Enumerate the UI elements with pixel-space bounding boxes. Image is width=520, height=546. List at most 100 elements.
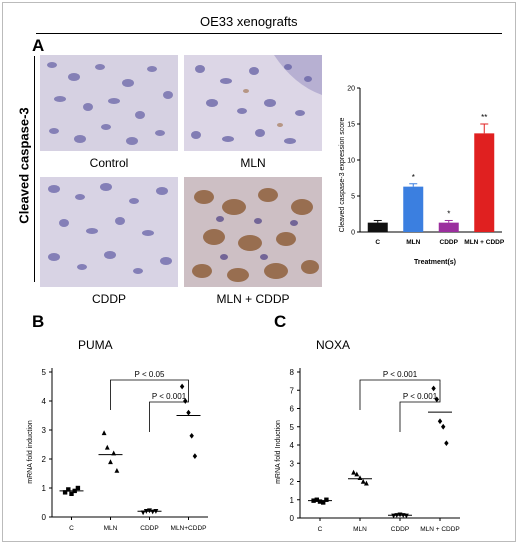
chart-c-point (317, 499, 323, 504)
chart-b-ytick-label: 0 (42, 513, 47, 522)
micrograph-cddp-cells (48, 183, 172, 274)
chart-a-ytick-label: 5 (351, 194, 355, 201)
chart-b-ylabel: mRNA fold induction (27, 420, 34, 484)
chart-c-comparison-label: P < 0.001 (383, 370, 418, 379)
chart-c-point (324, 497, 329, 502)
chart-b-point (108, 459, 113, 465)
chart-a-bar-1 (403, 186, 424, 232)
chart-c-ytick-label: 7 (290, 386, 295, 395)
chart-a-bar-0 (367, 222, 388, 232)
chart-b-point (66, 487, 71, 492)
chart-c-point (444, 440, 449, 447)
chart-c-point (321, 500, 326, 505)
chart-c-ytick-label: 4 (290, 441, 295, 450)
chart-c-point (354, 471, 360, 477)
chart-c-comparison-label: P < 0.001 (403, 392, 438, 401)
micrograph-mln-cddp (184, 177, 322, 287)
micrograph-control-cells (47, 62, 173, 145)
chart-b-ytick-label: 2 (42, 455, 47, 464)
chart-a-ytick-label: 0 (351, 230, 355, 237)
chart-b-ytick-label: 3 (42, 426, 47, 435)
chart-b-point (69, 491, 74, 496)
chart-b-point (104, 444, 110, 450)
chart-a-ytick-label: 20 (347, 86, 355, 93)
chart-c-point (314, 497, 319, 502)
chart-c-ytick-label: 5 (290, 423, 295, 432)
caption-mln-cddp: MLN + CDDP (216, 292, 290, 306)
chart-b-comparison-label: P < 0.001 (152, 392, 187, 401)
caption-mln: MLN (240, 156, 266, 170)
panel-a-label: A (32, 36, 45, 55)
chart-a-significance: * (412, 173, 415, 182)
chart-b-point (62, 490, 68, 495)
chart-c-noxa: mRNA fold Induction 0 1 2 3 4 5 6 7 8 C MLN CDDP MLN… (275, 368, 460, 533)
title-rule (36, 33, 502, 34)
chart-b-comparison-bracket (149, 380, 189, 432)
chart-c-ylabel: mRNA fold Induction (275, 420, 282, 484)
chart-b-category-label: MLN+CDDP (171, 525, 207, 532)
caption-control: Control (89, 156, 129, 170)
chart-c-ytick-label: 3 (290, 459, 295, 468)
panel-b-title: PUMA (78, 338, 113, 352)
chart-c-category-label: MLN (353, 526, 367, 533)
chart-a-category-label: MLN + CDDP (464, 239, 505, 246)
chart-c-comparison-bracket (399, 382, 441, 432)
chart-c-comparison-bracket (359, 379, 441, 410)
micrograph-control (40, 55, 178, 151)
caption-cddp: CDDP (91, 292, 126, 306)
chart-b-point (75, 485, 81, 491)
chart-a-category-label: CDDP (440, 239, 459, 246)
chart-c-ytick-label: 0 (290, 514, 295, 523)
chart-b-comparison-label: P < 0.05 (135, 370, 165, 379)
chart-c-ytick-label: 6 (290, 405, 295, 414)
chart-c-category-label: MLN + CDDP (420, 526, 460, 533)
chart-c-ytick-label: 1 (290, 496, 295, 505)
chart-a-bar-2 (438, 222, 459, 232)
micrograph-cddp (40, 177, 178, 287)
panel-b-label: B (32, 312, 45, 331)
chart-c-category-label: CDDP (391, 526, 409, 533)
chart-a-significance: ** (481, 113, 487, 122)
panel-c-title: NOXA (316, 338, 351, 352)
chart-a-bar-3 (474, 133, 495, 232)
chart-c-category-label: C (318, 526, 323, 533)
chart-a-cleaved-caspase: Cleaved caspase-3 expression score Treat… (339, 86, 505, 267)
chart-b-point (189, 432, 194, 439)
chart-c-point (431, 385, 436, 392)
micrograph-mln-cells (191, 55, 322, 144)
chart-b-point (186, 409, 191, 416)
chart-b-ytick-label: 5 (42, 368, 47, 377)
chart-a-ytick-label: 15 (347, 122, 355, 129)
micrograph-mln-cddp-cells (192, 188, 319, 282)
chart-b-ytick-label: 4 (42, 397, 47, 406)
chart-c-point (437, 418, 443, 425)
chart-b-point (179, 383, 185, 390)
figure-title: OE33 xenografts (200, 14, 298, 29)
panel-c-label: C (274, 312, 287, 331)
chart-b-comparison-bracket (110, 379, 189, 410)
chart-c-point (441, 423, 446, 430)
chart-a-category-label: MLN (406, 239, 420, 246)
chart-a-category-label: C (375, 239, 380, 246)
chart-a-significance: * (447, 209, 450, 218)
chart-b-puma: mRNA fold induction 0 1 2 3 4 5 C MLN CDDP MLN+CD… (27, 368, 208, 532)
chart-c-point (351, 469, 357, 475)
row-label-rule (34, 56, 35, 282)
chart-c-point (434, 396, 439, 403)
chart-a-ytick-label: 10 (347, 158, 355, 165)
chart-b-point (183, 398, 188, 404)
chart-c-ytick-label: 2 (290, 478, 295, 487)
chart-b-category-label: CDDP (140, 525, 158, 532)
micrograph-mln (184, 55, 322, 151)
chart-b-ytick-label: 1 (42, 484, 47, 493)
chart-b-category-label: MLN (104, 525, 118, 532)
chart-c-point (363, 480, 369, 486)
chart-a-xlabel: Treatment(s) (414, 259, 456, 266)
chart-b-point (192, 453, 198, 459)
chart-c-ytick-label: 8 (290, 368, 295, 377)
row-label: Cleaved caspase-3 (16, 107, 32, 224)
figure-border (2, 2, 516, 542)
chart-b-point (114, 467, 120, 473)
chart-c-point (360, 478, 366, 484)
